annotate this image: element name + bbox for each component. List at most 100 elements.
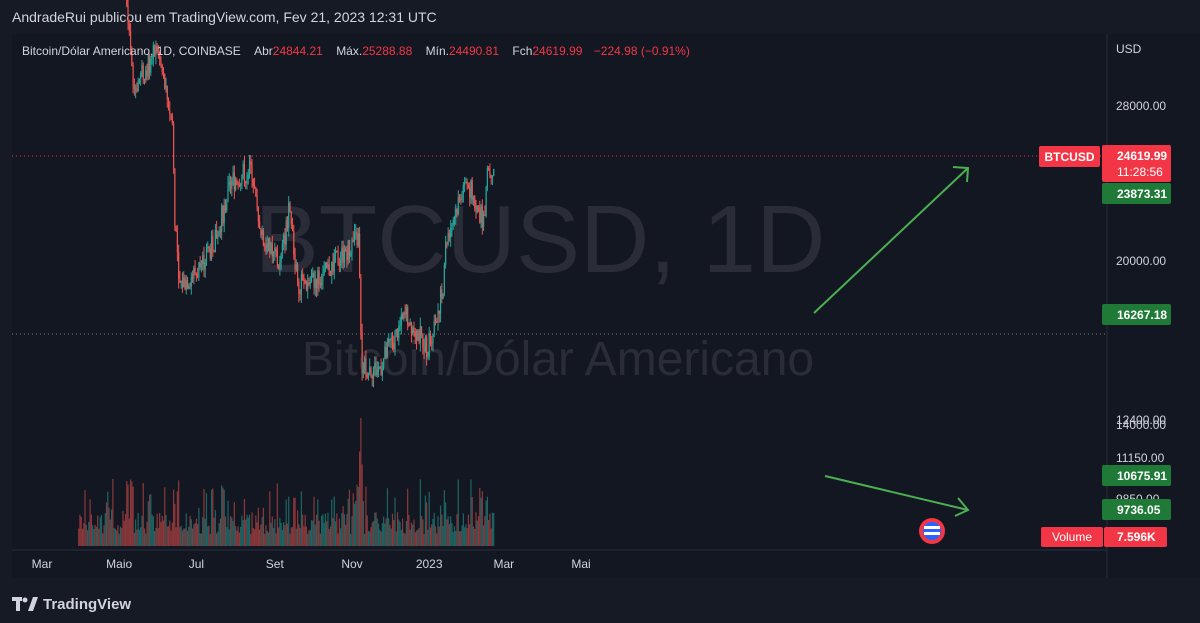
candle-body xyxy=(409,322,411,326)
candle-body xyxy=(194,267,196,275)
candle-body xyxy=(391,337,394,343)
candle-body xyxy=(477,205,480,208)
volume-bar xyxy=(424,495,426,546)
currency-label: USD xyxy=(1116,42,1142,56)
volume-bar xyxy=(314,524,316,546)
volume-bar xyxy=(228,529,230,546)
candle-body xyxy=(442,293,444,299)
candle-body xyxy=(290,211,292,225)
volume-bar xyxy=(383,516,385,546)
candle-body xyxy=(370,367,372,377)
candle-body xyxy=(351,239,353,254)
candle-body xyxy=(278,265,280,269)
volume-bar xyxy=(252,527,254,546)
volume-bar xyxy=(126,480,128,546)
candle-body xyxy=(303,280,305,282)
candle-body xyxy=(333,253,335,272)
volume-bar xyxy=(234,526,237,546)
candle-body xyxy=(171,115,173,124)
volume-bar xyxy=(267,532,270,546)
candle-body xyxy=(138,78,141,81)
volume-bar xyxy=(210,489,213,546)
volume-bar xyxy=(243,498,246,546)
volume-bar xyxy=(152,516,154,546)
volume-bar xyxy=(117,525,119,546)
candle-body xyxy=(323,267,325,274)
volume-bar xyxy=(370,527,372,546)
volume-bar xyxy=(281,529,284,546)
volume-bar xyxy=(315,514,318,546)
volume-bar xyxy=(216,533,218,546)
volume-bar xyxy=(426,502,428,546)
candle-body xyxy=(405,306,408,315)
volume-bar xyxy=(398,519,400,546)
volume-bar xyxy=(423,533,425,546)
candle-body xyxy=(238,184,240,186)
candle-body xyxy=(247,174,249,180)
volume-bar xyxy=(464,527,466,546)
candle-body xyxy=(346,251,348,261)
volume-bar xyxy=(238,532,240,546)
volume-bar xyxy=(356,484,358,546)
candle-body xyxy=(127,6,129,24)
volume-bar xyxy=(333,496,335,546)
volume-bar xyxy=(414,532,416,546)
volume-bar xyxy=(294,497,296,546)
volume-bar xyxy=(179,527,181,546)
volume-bar xyxy=(219,518,222,546)
candle-body xyxy=(203,255,205,270)
candle-body xyxy=(162,71,165,75)
volume-bar xyxy=(460,531,462,546)
volume-bar xyxy=(342,506,344,546)
candle-body xyxy=(438,310,440,314)
volume-bar xyxy=(317,499,319,546)
candle-body xyxy=(466,181,468,186)
candle-body xyxy=(451,224,453,228)
candle-body xyxy=(284,235,286,245)
candle-body xyxy=(288,202,290,228)
volume-bar xyxy=(371,522,373,546)
volume-bar xyxy=(229,516,232,546)
candle-body xyxy=(154,45,156,56)
volume-bar xyxy=(80,516,82,546)
candle-body xyxy=(291,224,294,231)
candlesticks xyxy=(126,0,495,388)
high-value: 25288.88 xyxy=(362,44,413,58)
candle-body xyxy=(172,123,175,169)
tradingview-logo[interactable]: TradingView xyxy=(12,596,131,613)
volume-bar xyxy=(108,507,110,546)
volume-bar xyxy=(358,451,361,546)
volume-bar xyxy=(109,519,111,546)
candle-body xyxy=(445,242,447,265)
symbol-legend[interactable]: Bitcoin/Dólar Americano, 1D, COINBASE Ab… xyxy=(22,44,690,58)
volume-bar xyxy=(374,512,376,546)
candle-body xyxy=(403,312,405,319)
candle-body xyxy=(475,208,477,213)
open-value: 24844.21 xyxy=(272,44,323,58)
volume-bar xyxy=(422,519,424,546)
flag-icon[interactable] xyxy=(919,518,945,544)
published-text: AndradeRui publicou em TradingView.com, … xyxy=(12,9,437,25)
chart-panel[interactable] xyxy=(12,34,1107,578)
volume-bar xyxy=(269,491,271,546)
volume-bar xyxy=(286,523,289,546)
candle-body xyxy=(448,232,451,238)
candle-body xyxy=(364,357,366,370)
volume-bar xyxy=(165,514,167,546)
volume-bar xyxy=(176,491,178,546)
volume-bar xyxy=(462,513,464,546)
candle-body xyxy=(396,329,399,339)
candle-body xyxy=(452,220,454,225)
volume-bar xyxy=(159,512,161,546)
candle-body xyxy=(491,175,494,178)
volume-bar xyxy=(190,519,192,546)
candle-body xyxy=(248,161,251,175)
candle-body xyxy=(400,314,402,326)
volume-bar xyxy=(167,526,170,546)
candle-body xyxy=(347,240,349,261)
volume-bar xyxy=(377,523,380,546)
volume-bar xyxy=(178,480,180,546)
candle-body xyxy=(476,205,478,213)
volume-bar xyxy=(341,512,343,546)
